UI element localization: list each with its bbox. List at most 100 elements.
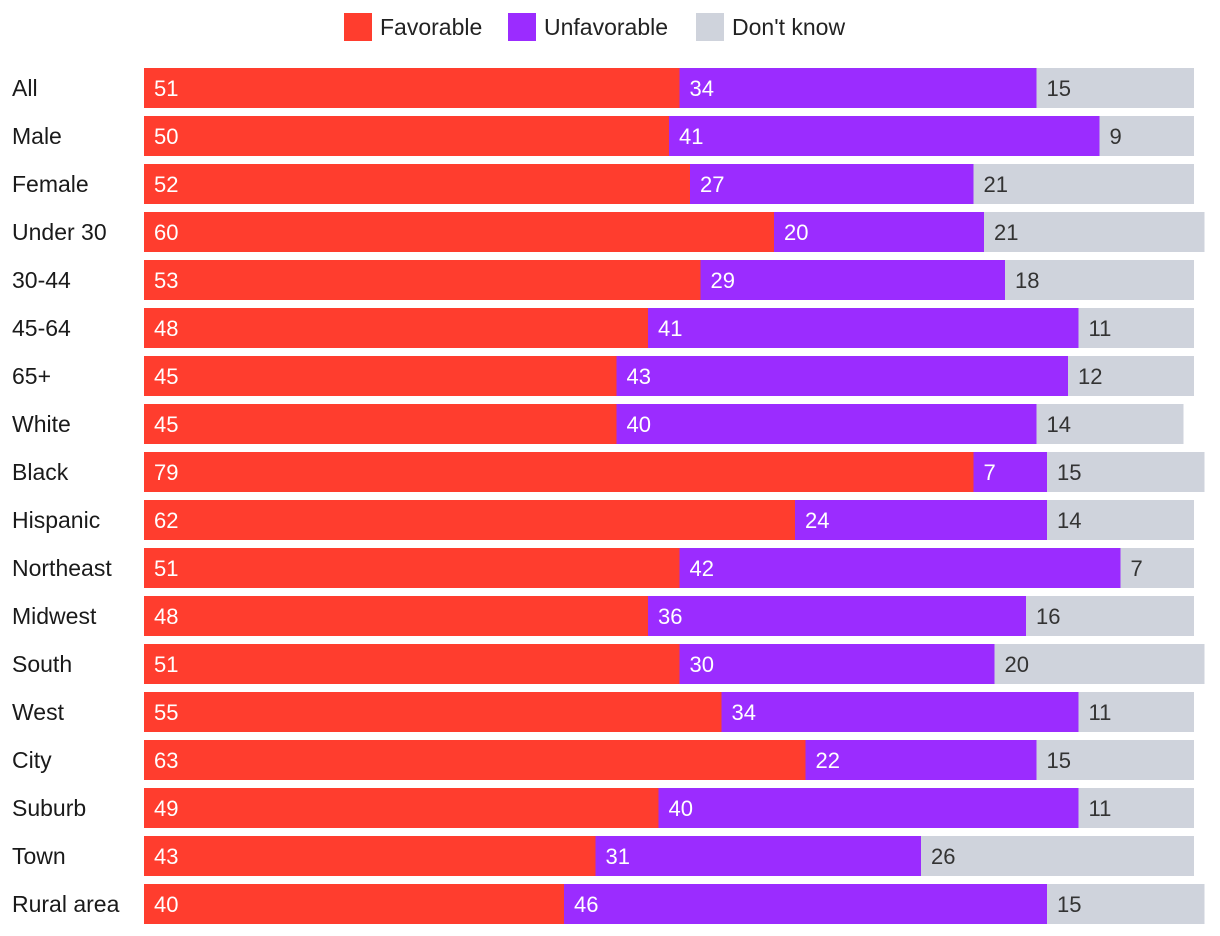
bar-unfavorable xyxy=(679,644,995,684)
bar-favorable xyxy=(144,644,680,684)
bar-don-t-know xyxy=(1036,740,1194,780)
bar-don-t-know xyxy=(984,212,1205,252)
value-label-favorable: 51 xyxy=(154,76,178,101)
value-label-favorable: 55 xyxy=(154,700,178,725)
category-label: 30-44 xyxy=(12,267,71,293)
bar-row-northeast: Northeast 51 42 7 xyxy=(12,548,1194,588)
value-label-don-t-know: 20 xyxy=(1005,652,1029,677)
bar-don-t-know xyxy=(1036,404,1184,444)
value-label-favorable: 40 xyxy=(154,892,178,917)
value-label-don-t-know: 15 xyxy=(1047,76,1071,101)
bar-favorable xyxy=(144,308,648,348)
bar-favorable xyxy=(144,164,690,204)
bar-favorable xyxy=(144,548,680,588)
value-label-favorable: 51 xyxy=(154,652,178,677)
value-label-favorable: 43 xyxy=(154,844,178,869)
bar-unfavorable xyxy=(805,740,1037,780)
bar-row-white: White 45 40 14 xyxy=(12,404,1184,444)
category-label: 65+ xyxy=(12,363,51,389)
bar-row-town: Town 43 31 26 xyxy=(12,836,1194,876)
category-label: Suburb xyxy=(12,795,86,821)
value-label-unfavorable: 24 xyxy=(805,508,829,533)
bar-favorable xyxy=(144,692,722,732)
value-label-unfavorable: 41 xyxy=(679,124,703,149)
value-label-don-t-know: 15 xyxy=(1057,460,1081,485)
bar-unfavorable xyxy=(774,212,984,252)
value-label-favorable: 52 xyxy=(154,172,178,197)
value-label-unfavorable: 22 xyxy=(816,748,840,773)
value-label-don-t-know: 12 xyxy=(1078,364,1102,389)
value-label-don-t-know: 11 xyxy=(1089,796,1112,821)
bar-row-rural-area: Rural area 40 46 15 xyxy=(12,884,1205,924)
bar-don-t-know xyxy=(1078,308,1194,348)
bar-favorable xyxy=(144,884,564,924)
value-label-unfavorable: 20 xyxy=(784,220,808,245)
value-label-don-t-know: 18 xyxy=(1015,268,1039,293)
category-label: Male xyxy=(12,123,62,149)
value-label-unfavorable: 42 xyxy=(690,556,714,581)
value-label-don-t-know: 21 xyxy=(984,172,1008,197)
value-label-unfavorable: 7 xyxy=(984,460,996,485)
value-label-favorable: 62 xyxy=(154,508,178,533)
value-label-don-t-know: 14 xyxy=(1047,412,1071,437)
bar-don-t-know xyxy=(1026,596,1194,636)
bar-favorable xyxy=(144,356,617,396)
value-label-unfavorable: 36 xyxy=(658,604,682,629)
bar-unfavorable xyxy=(564,884,1047,924)
category-label: Under 30 xyxy=(12,219,107,245)
bar-don-t-know xyxy=(921,836,1194,876)
value-label-favorable: 48 xyxy=(154,604,178,629)
legend: Favorable Unfavorable Don't know xyxy=(0,10,1220,44)
category-label: Town xyxy=(12,843,66,869)
category-label: Hispanic xyxy=(12,507,100,533)
category-label: Black xyxy=(12,459,69,485)
value-label-don-t-know: 16 xyxy=(1036,604,1060,629)
legend-swatch-unfavorable xyxy=(508,13,536,41)
bar-row-hispanic: Hispanic 62 24 14 xyxy=(12,500,1194,540)
bar-don-t-know xyxy=(1047,500,1194,540)
bar-unfavorable xyxy=(669,116,1100,156)
value-label-don-t-know: 7 xyxy=(1131,556,1143,581)
value-label-unfavorable: 40 xyxy=(669,796,693,821)
value-label-favorable: 51 xyxy=(154,556,178,581)
value-label-favorable: 45 xyxy=(154,412,178,437)
value-label-don-t-know: 14 xyxy=(1057,508,1081,533)
category-label: Rural area xyxy=(12,891,120,917)
bar-favorable xyxy=(144,836,596,876)
bar-don-t-know xyxy=(1047,452,1205,492)
legend-label-dont-know: Don't know xyxy=(732,13,846,40)
value-label-don-t-know: 26 xyxy=(931,844,955,869)
legend-label-favorable: Favorable xyxy=(380,13,483,40)
value-label-unfavorable: 34 xyxy=(690,76,714,101)
bar-favorable xyxy=(144,596,648,636)
bar-favorable xyxy=(144,404,617,444)
bar-row-south: South 51 30 20 xyxy=(12,644,1205,684)
value-label-favorable: 49 xyxy=(154,796,178,821)
value-label-favorable: 60 xyxy=(154,220,178,245)
bar-favorable xyxy=(144,452,974,492)
bar-row-under-30: Under 30 60 20 21 xyxy=(12,212,1205,252)
value-label-unfavorable: 40 xyxy=(627,412,651,437)
bar-row-black: Black 79 7 15 xyxy=(12,452,1205,492)
legend-swatch-favorable xyxy=(344,13,372,41)
bar-don-t-know xyxy=(1005,260,1194,300)
category-label: Female xyxy=(12,171,89,197)
value-label-unfavorable: 31 xyxy=(606,844,630,869)
bar-unfavorable xyxy=(795,500,1047,540)
category-label: West xyxy=(12,699,65,725)
bar-unfavorable xyxy=(595,836,921,876)
bar-unfavorable xyxy=(648,308,1079,348)
legend-label-unfavorable: Unfavorable xyxy=(544,13,669,40)
legend-item-unfavorable: Unfavorable xyxy=(508,10,668,44)
bar-favorable xyxy=(144,740,806,780)
value-label-favorable: 63 xyxy=(154,748,178,773)
bar-row-midwest: Midwest 48 36 16 xyxy=(12,596,1194,636)
bar-unfavorable xyxy=(973,452,1047,492)
bar-don-t-know xyxy=(1120,548,1194,588)
bar-row-suburb: Suburb 49 40 11 xyxy=(12,788,1194,828)
value-label-don-t-know: 11 xyxy=(1089,700,1112,725)
bar-row-65: 65+ 45 43 12 xyxy=(12,356,1194,396)
value-label-unfavorable: 27 xyxy=(700,172,724,197)
bar-favorable xyxy=(144,260,701,300)
